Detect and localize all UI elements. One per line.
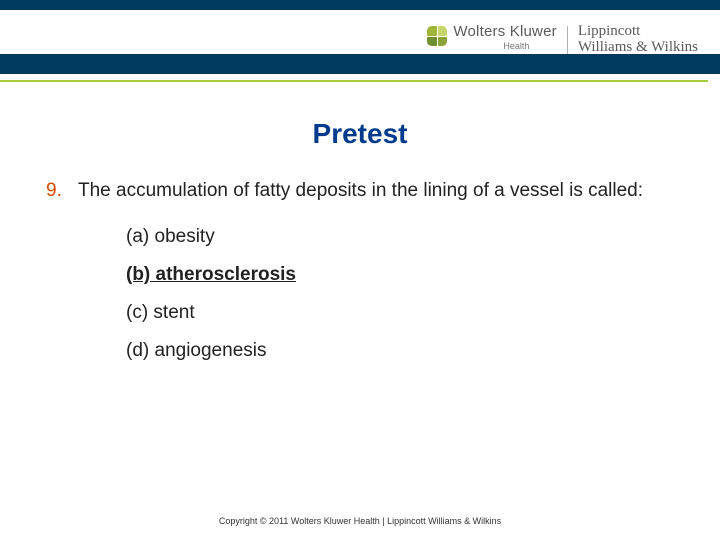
band-bottom [0, 54, 720, 74]
option-a: (a) obesity [126, 226, 680, 248]
lippincott-logo: Lippincott Williams & Wilkins [578, 24, 698, 56]
question-text: The accumulation of fatty deposits in th… [78, 178, 643, 204]
lww-line1: Lippincott [578, 24, 698, 40]
clover-quadrant [427, 37, 437, 47]
clover-quadrant [438, 37, 448, 47]
accent-rule [0, 80, 708, 82]
band-main: Wolters Kluwer Health Lippincott William… [0, 10, 720, 54]
wk-name: Wolters Kluwer [453, 24, 556, 40]
option-b: (b) atherosclerosis [126, 264, 680, 286]
options-list: (a) obesity (b) atherosclerosis (c) sten… [126, 226, 680, 362]
slide-title: Pretest [0, 118, 720, 150]
clover-quadrant [438, 26, 448, 36]
question-row: 9. The accumulation of fatty deposits in… [46, 178, 680, 204]
clover-icon [427, 26, 447, 46]
wk-text: Wolters Kluwer Health [453, 24, 556, 51]
question-block: 9. The accumulation of fatty deposits in… [46, 178, 680, 362]
band-top [0, 0, 720, 10]
wolters-kluwer-logo: Wolters Kluwer Health [427, 24, 556, 51]
copyright-footer: Copyright © 2011 Wolters Kluwer Health |… [0, 516, 720, 526]
option-c: (c) stent [126, 302, 680, 324]
clover-quadrant [427, 26, 437, 36]
wk-subname: Health [453, 42, 556, 51]
header-band: Wolters Kluwer Health Lippincott William… [0, 0, 720, 78]
question-number: 9. [46, 178, 70, 204]
option-d: (d) angiogenesis [126, 340, 680, 362]
